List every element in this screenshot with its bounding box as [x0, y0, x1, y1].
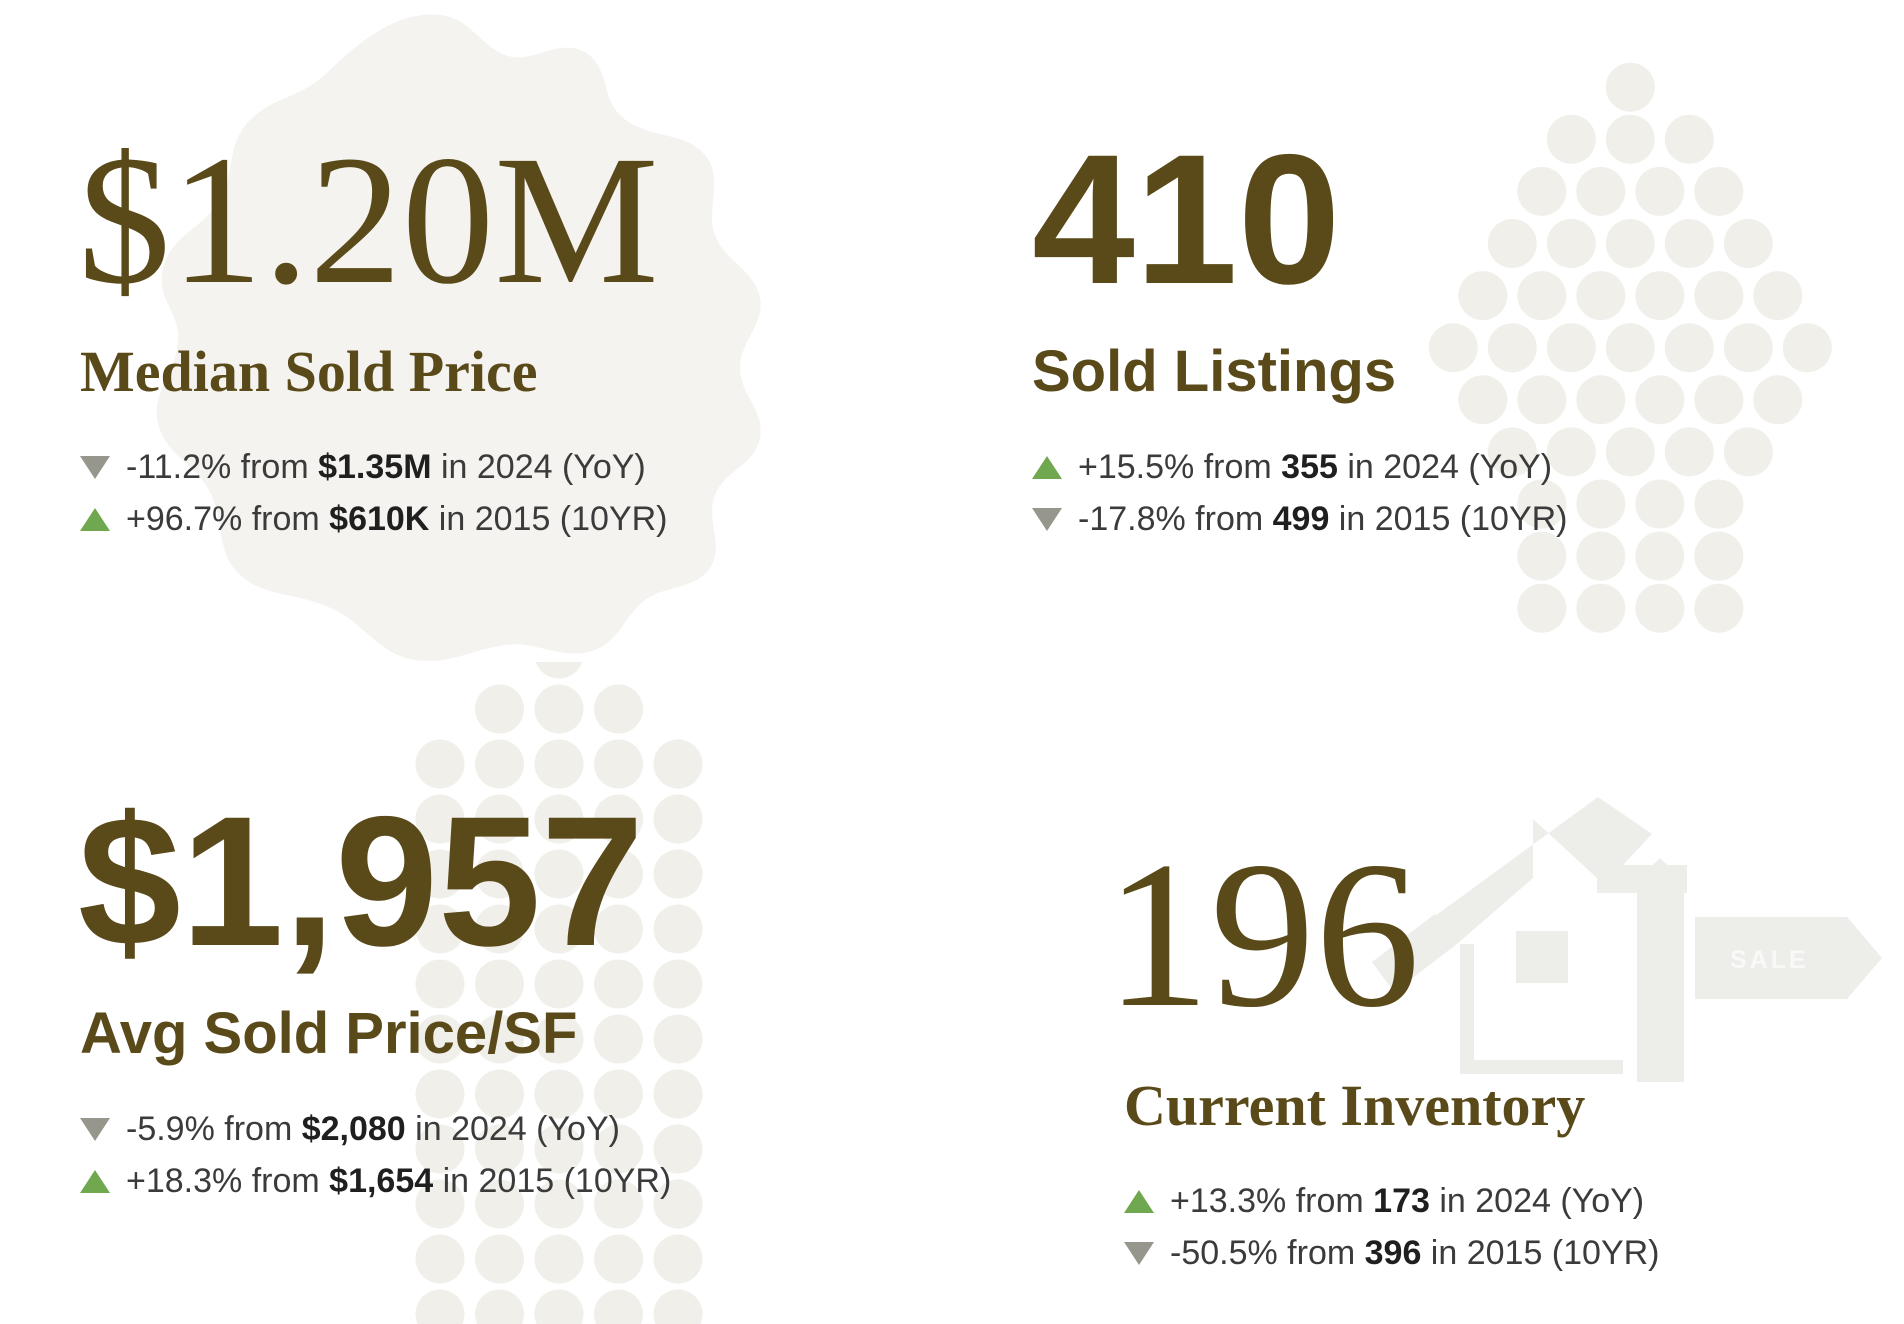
svg-text:SALE: SALE: [1730, 946, 1809, 974]
